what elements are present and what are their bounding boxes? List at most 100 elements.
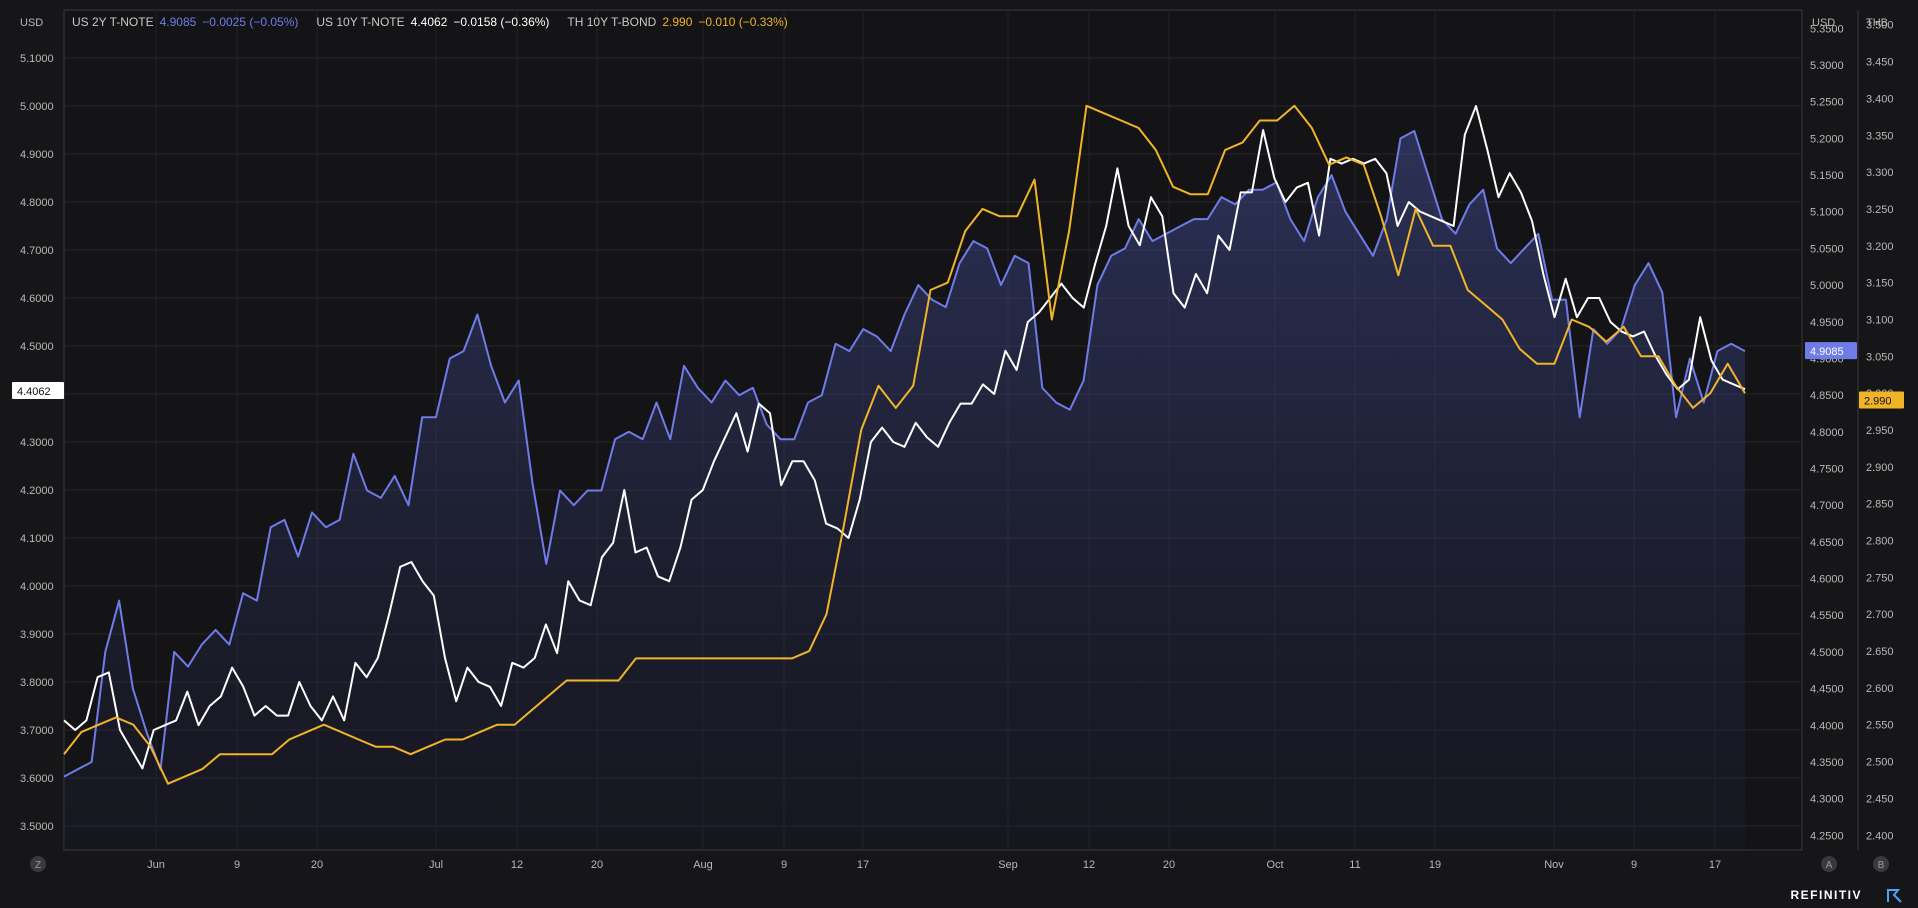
left-tick-label: 5.0000 <box>20 101 54 113</box>
right-usd-tick-label: 4.3000 <box>1810 794 1844 806</box>
x-tick-label: 9 <box>1631 859 1637 871</box>
left-tick-label: 4.0000 <box>20 581 54 593</box>
right-thb-tick-label: 2.750 <box>1866 572 1894 584</box>
right-thb-tick-label: 3.150 <box>1866 278 1894 290</box>
right-thb-tick-label: 2.950 <box>1866 425 1894 437</box>
legend-change: −0.0025 (−0.05%) <box>202 15 299 29</box>
legend-name: TH 10Y T-BOND <box>567 15 657 29</box>
axes: 3.5000 3.6000 3.7000 3.8000 3.9000 4.0000 4.10… <box>20 17 1894 872</box>
right-usd-tick-label: 4.8000 <box>1810 427 1844 439</box>
legend-value: 2.990 <box>662 15 693 29</box>
right-usd-tick-label: 5.1000 <box>1810 207 1844 219</box>
left-tick-label: 4.3000 <box>20 437 54 449</box>
series-line-0 <box>63 130 1746 778</box>
right-thb-tick-label: 2.700 <box>1866 609 1894 621</box>
right-thb-tick-label: 3.350 <box>1866 130 1894 142</box>
legend-item-th10y[interactable]: TH 10Y T-BOND 2.990 −0.010 (−0.33%) <box>567 15 787 29</box>
legend-value: 4.4062 <box>410 15 448 29</box>
zoom-button <box>1873 856 1889 872</box>
right-usd-tick-label: 4.7000 <box>1810 500 1844 512</box>
left-tick-label: 4.7000 <box>20 245 54 257</box>
left-tick-label: 3.6000 <box>20 773 54 785</box>
zoom-button <box>30 856 46 872</box>
x-tick-label: 19 <box>1429 859 1441 871</box>
right-usd-tick-label: 5.3000 <box>1810 60 1844 72</box>
value-badges: 4.9085 4.4062 2.990 <box>12 342 1904 409</box>
left-tick-label: 4.2000 <box>20 485 54 497</box>
right-usd-tick-label: 4.7500 <box>1810 464 1844 476</box>
right-usd-tick-label: 5.2000 <box>1810 133 1844 145</box>
right-usd-tick-label: 4.2500 <box>1810 830 1844 842</box>
right-axis-unit-thb: THB <box>1866 17 1888 29</box>
series-line-1 <box>63 105 1746 770</box>
x-tick-label: 9 <box>781 859 787 871</box>
zoom-button-label: Z <box>35 860 41 871</box>
refinitiv-logo-icon <box>1887 889 1902 903</box>
right-usd-tick-label: 4.3500 <box>1810 757 1844 769</box>
right-usd-tick-label: 4.6000 <box>1810 574 1844 586</box>
x-tick-label: Oct <box>1266 859 1283 871</box>
right-thb-tick-label: 3.100 <box>1866 314 1894 326</box>
legend-name: US 2Y T-NOTE <box>72 15 154 29</box>
right-thb-tick-label: 3.500 <box>1866 20 1894 32</box>
legend-change: −0.010 (−0.33%) <box>698 15 788 29</box>
x-tick-label: 17 <box>857 859 869 871</box>
right-usd-tick-label: 4.5500 <box>1810 610 1844 622</box>
right-thb-tick-label: 2.900 <box>1866 462 1894 474</box>
x-tick-label: 11 <box>1349 859 1360 871</box>
legend-item-us2y[interactable]: US 2Y T-NOTE 4.9085 −0.0025 (−0.05%) <box>72 15 298 29</box>
left-tick-label: 4.1000 <box>20 533 54 545</box>
right-thb-tick-label: 2.400 <box>1866 830 1894 842</box>
left-tick-label: 5.1000 <box>20 53 54 65</box>
right-usd-tick-label: 4.4000 <box>1810 720 1844 732</box>
left-tick-label: 3.7000 <box>20 725 54 737</box>
right-thb-tick-label: 3.450 <box>1866 57 1894 69</box>
left-tick-label: 3.9000 <box>20 629 54 641</box>
x-tick-label: Sep <box>998 859 1018 871</box>
right-usd-tick-label: 5.2500 <box>1810 97 1844 109</box>
left-tick-label: 3.5000 <box>20 821 54 833</box>
right-usd-tick-label: 4.4500 <box>1810 684 1844 696</box>
badge-th10y <box>1859 391 1904 409</box>
legend-change: −0.0158 (−0.36%) <box>453 15 550 29</box>
zoom-button <box>1821 856 1837 872</box>
badge-us2y <box>1805 342 1857 360</box>
right-axis-unit-usd: USD <box>1812 17 1835 29</box>
left-tick-label: 4.9000 <box>20 149 54 161</box>
x-tick-label: 12 <box>1083 859 1095 871</box>
left-axis-unit: USD <box>20 17 43 29</box>
right-usd-tick-label: 4.8500 <box>1810 390 1844 402</box>
series-line-2 <box>63 104 1746 785</box>
right-thb-tick-label: 2.500 <box>1866 757 1894 769</box>
x-tick-label: Jul <box>429 859 443 871</box>
right-thb-tick-label: 3.200 <box>1866 241 1894 253</box>
zoom-button-label: A <box>1826 860 1833 871</box>
legend-value: 4.9085 <box>159 15 197 29</box>
right-thb-tick-label: 2.800 <box>1866 536 1894 548</box>
x-tick-label: 12 <box>511 859 523 871</box>
badge-us10y-text: 4.4062 <box>17 386 51 398</box>
series-area-0 <box>64 131 1745 850</box>
left-tick-label: 4.8000 <box>20 197 54 209</box>
x-tick-label: 9 <box>234 859 240 871</box>
zoom-button-label: B <box>1878 860 1885 871</box>
right-usd-tick-label: 5.0000 <box>1810 280 1844 292</box>
legend: US 2Y T-NOTE 4.9085 −0.0025 (−0.05%) US … <box>72 15 788 29</box>
x-tick-label: 20 <box>1163 859 1175 871</box>
x-tick-label: 20 <box>591 859 603 871</box>
right-thb-tick-label: 3.050 <box>1866 351 1894 363</box>
x-tick-label: Aug <box>693 859 713 871</box>
area-layer <box>64 131 1745 850</box>
x-tick-label: 20 <box>311 859 323 871</box>
right-thb-tick-label: 2.450 <box>1866 793 1894 805</box>
right-usd-tick-label: 4.5000 <box>1810 647 1844 659</box>
right-usd-tick-label: 5.0500 <box>1810 243 1844 255</box>
legend-item-us10y[interactable]: US 10Y T-NOTE 4.4062 −0.0158 (−0.36%) <box>316 15 549 29</box>
right-thb-tick-label: 2.600 <box>1866 683 1894 695</box>
left-tick-label: 3.8000 <box>20 677 54 689</box>
x-tick-label: Jun <box>147 859 165 871</box>
right-thb-tick-label: 2.550 <box>1866 720 1894 732</box>
right-thb-tick-label: 3.300 <box>1866 167 1894 179</box>
brand-label: REFINITIV <box>1790 888 1862 902</box>
